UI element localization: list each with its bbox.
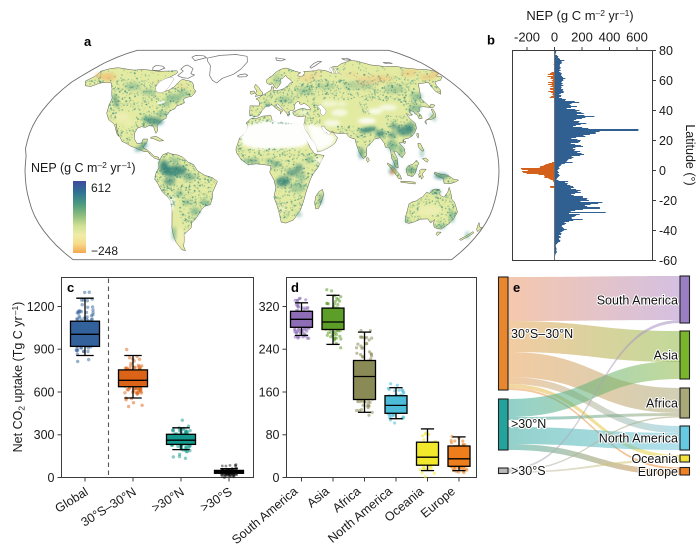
svg-text:b: b — [487, 33, 495, 48]
svg-text:e: e — [513, 280, 520, 295]
svg-text:30°S–30°N: 30°S–30°N — [511, 327, 573, 341]
svg-text:d: d — [291, 280, 299, 295]
svg-text:-40: -40 — [659, 224, 677, 238]
svg-text:c: c — [67, 280, 74, 295]
svg-text:1200: 1200 — [27, 300, 55, 314]
svg-text:80: 80 — [266, 428, 280, 442]
svg-text:−248: −248 — [91, 244, 118, 258]
svg-text:-200: -200 — [514, 30, 540, 45]
svg-text:North America: North America — [599, 431, 678, 445]
svg-text:80: 80 — [659, 44, 673, 58]
svg-text:Latitude (°): Latitude (°) — [683, 124, 697, 185]
svg-text:600: 600 — [626, 30, 648, 45]
svg-text:20: 20 — [659, 134, 673, 148]
svg-text:South America: South America — [597, 293, 678, 307]
svg-text:0: 0 — [273, 471, 280, 485]
svg-text:NEP (g C m–2 yr –1): NEP (g C m–2 yr –1) — [526, 8, 633, 23]
svg-text:0: 0 — [551, 30, 558, 45]
svg-text:Europe: Europe — [638, 465, 678, 479]
svg-text:600: 600 — [34, 385, 55, 399]
svg-text:200: 200 — [571, 30, 593, 45]
svg-text:0: 0 — [659, 164, 666, 178]
svg-text:612: 612 — [91, 181, 111, 195]
svg-text:40: 40 — [659, 104, 673, 118]
svg-text:900: 900 — [34, 343, 55, 357]
svg-text:-20: -20 — [659, 194, 677, 208]
svg-text:>30°S: >30°S — [511, 464, 546, 478]
svg-text:60: 60 — [659, 74, 673, 88]
svg-text:Africa: Africa — [646, 396, 678, 410]
svg-text:-60: -60 — [659, 254, 677, 268]
svg-text:400: 400 — [599, 30, 621, 45]
svg-text:>30°N: >30°N — [511, 417, 546, 431]
svg-text:320: 320 — [259, 300, 280, 314]
svg-text:Asia: Asia — [654, 348, 678, 362]
svg-text:a: a — [84, 34, 92, 49]
svg-text:240: 240 — [259, 343, 280, 357]
svg-text:NEP (g C m–2 yr –1): NEP (g C m–2 yr –1) — [31, 160, 136, 175]
svg-text:Oceania: Oceania — [631, 452, 678, 466]
svg-text:300: 300 — [34, 428, 55, 442]
svg-text:160: 160 — [259, 385, 280, 399]
svg-text:0: 0 — [48, 471, 55, 485]
svg-text:Net CO2 uptake (Tg C yr –1): Net CO2 uptake (Tg C yr –1) — [10, 302, 27, 453]
